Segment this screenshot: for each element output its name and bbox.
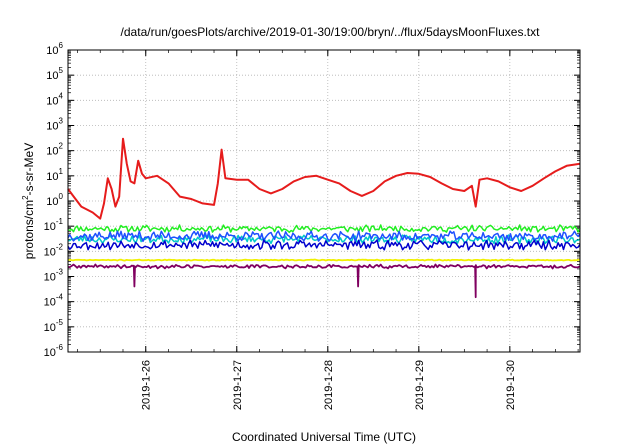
y-tick-label: 104 xyxy=(46,91,63,107)
series-line-3 xyxy=(67,234,581,245)
y-tick-label: 10-4 xyxy=(44,293,64,309)
series-line-6 xyxy=(67,258,581,262)
x-tick-label: 2019-1-28 xyxy=(323,360,335,410)
plot-frame xyxy=(67,49,581,353)
chart-title: /data/run/goesPlots/archive/2019-01-30/1… xyxy=(121,25,541,39)
y-tick-label: 10-5 xyxy=(44,318,64,334)
grid-lines xyxy=(68,49,580,353)
x-axis-label: Coordinated Universal Time (UTC) xyxy=(232,430,416,444)
y-tick-label: 101 xyxy=(46,167,63,183)
y-axis-label: protons/cm2-s-sr-MeV xyxy=(21,143,36,259)
y-tick-label: 102 xyxy=(46,142,63,158)
y-tick-label: 10-2 xyxy=(44,242,64,258)
y-tick-label: 10-6 xyxy=(44,343,64,359)
x-tick-label: 2019-1-27 xyxy=(232,360,244,410)
y-tick-labels: 10-6 10-5 10-4 10-3 10-2 10-1 100 101 102 103 104 1… xyxy=(44,41,64,359)
x-tick-labels: 2019-1-26 2019-1-27 2019-1-28 2019-1-29 2019… xyxy=(141,360,517,410)
y-tick-label: 100 xyxy=(46,192,63,208)
series-layer xyxy=(67,137,581,299)
y-tick-label: 10-3 xyxy=(44,268,64,284)
x-tick-label: 2019-1-29 xyxy=(414,360,426,410)
y-tick-label: 106 xyxy=(46,41,63,57)
y-tick-label: 103 xyxy=(46,117,63,133)
x-tick-label: 2019-1-26 xyxy=(141,360,153,410)
series-line-5 xyxy=(67,239,581,251)
y-tick-label: 105 xyxy=(46,66,63,82)
y-tick-label: 10-1 xyxy=(44,217,64,233)
series-line-7 xyxy=(67,263,581,299)
series-line-4 xyxy=(67,230,581,243)
x-tick-label: 2019-1-30 xyxy=(505,360,517,410)
series-line-2 xyxy=(67,224,581,234)
series-line-1 xyxy=(67,137,581,220)
